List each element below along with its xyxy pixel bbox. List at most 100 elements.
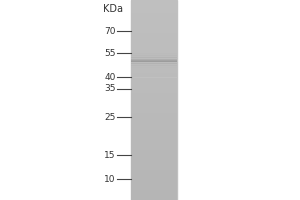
Bar [130,108,177,110]
Bar [130,95,177,98]
Bar [130,73,177,75]
Bar [130,140,177,142]
Bar [130,0,177,200]
Text: 15: 15 [104,150,116,160]
Bar [130,63,177,64]
Bar [130,25,177,27]
Bar [130,65,177,66]
Bar [130,10,177,12]
Bar [130,51,177,52]
Bar [130,55,177,56]
Bar [130,155,177,158]
Bar [130,75,177,77]
Bar [130,135,177,138]
Bar [130,61,177,62]
Bar [130,110,177,112]
Bar [130,59,177,60]
Bar [130,90,177,92]
Bar [130,188,177,190]
Text: 35: 35 [104,84,116,93]
Bar [130,67,177,68]
Bar [130,38,177,40]
Bar [130,7,177,10]
Bar [130,45,177,47]
Bar [130,78,177,80]
Bar [130,172,177,175]
Bar [130,30,177,32]
Bar [130,117,177,120]
Bar [130,145,177,148]
Bar [130,98,177,100]
Text: 55: 55 [104,48,116,58]
Bar [130,192,177,195]
Bar [130,130,177,132]
Bar [130,185,177,188]
Bar [130,120,177,122]
Bar [130,58,177,60]
Bar [130,170,177,172]
Bar [130,92,177,95]
Bar [130,70,177,73]
Bar [130,122,177,125]
Bar [130,162,177,165]
Bar [130,178,177,180]
Bar [130,60,177,62]
Text: 10: 10 [104,174,116,184]
Bar [130,68,177,70]
Bar [130,12,177,15]
Bar [130,50,177,52]
Bar [130,88,177,90]
Bar [130,62,177,65]
Bar [130,190,177,192]
Bar [130,47,177,50]
Text: 40: 40 [104,72,116,82]
Bar [130,180,177,182]
Bar [130,60,177,62]
Bar [130,148,177,150]
Bar [130,102,177,105]
Bar [130,71,177,72]
Bar [130,85,177,88]
Bar [130,168,177,170]
Bar [130,105,177,108]
Bar [130,2,177,5]
Bar [130,53,177,54]
Bar [130,15,177,18]
Bar [130,57,177,58]
Bar [130,83,177,85]
Bar [130,152,177,155]
Bar [130,32,177,35]
Bar [130,160,177,162]
Bar [130,198,177,200]
Bar [130,115,177,117]
Bar [130,40,177,43]
Bar [130,128,177,130]
Bar [130,20,177,22]
Bar [130,150,177,152]
Bar [130,142,177,145]
Bar [130,43,177,45]
Text: 70: 70 [104,26,116,36]
Text: 25: 25 [104,112,116,121]
Bar [130,69,177,70]
Bar [130,73,177,74]
Bar [130,125,177,128]
Bar [130,35,177,38]
Bar [130,138,177,140]
Bar [130,55,177,58]
Bar [130,5,177,7]
Bar [130,132,177,135]
Bar [130,27,177,30]
Bar [130,52,177,55]
Bar [130,18,177,20]
Bar [130,195,177,198]
Bar [130,158,177,160]
Bar [130,49,177,50]
Bar [130,112,177,115]
Bar [130,80,177,82]
Bar [130,22,177,25]
Bar [130,65,177,68]
Bar [130,100,177,102]
Bar [130,0,177,2]
Bar [130,175,177,178]
